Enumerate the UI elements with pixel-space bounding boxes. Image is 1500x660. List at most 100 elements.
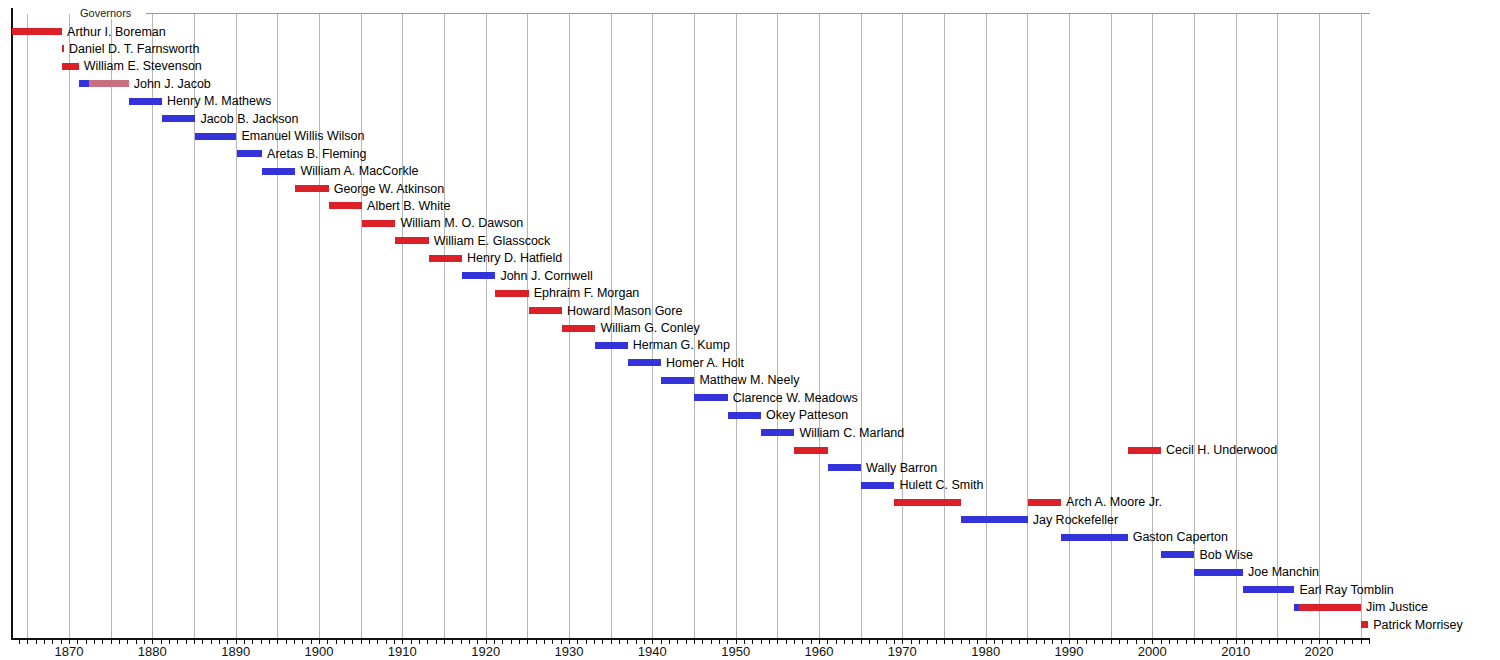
year-tick — [94, 640, 95, 644]
governor-term-bar — [237, 150, 263, 157]
year-tick — [786, 640, 787, 644]
year-gridline — [1069, 14, 1070, 638]
governor-term-bar — [62, 45, 64, 52]
year-tick — [527, 640, 528, 644]
governor-term-bar — [362, 220, 395, 227]
governor-term-bar — [628, 359, 661, 366]
x-axis-year-label: 1980 — [971, 644, 1000, 659]
year-tick — [177, 640, 178, 644]
governor-name-label: Homer A. Holt — [666, 356, 744, 370]
year-tick — [869, 640, 870, 644]
year-tick — [336, 640, 337, 644]
governor-term-bar — [1061, 534, 1128, 541]
year-tick — [211, 640, 212, 644]
year-tick — [344, 640, 345, 644]
year-tick — [361, 640, 362, 644]
governor-name-label: Jay Rockefeller — [1033, 513, 1118, 527]
governors-timeline-chart: Governors Arthur I. BoremanDaniel D. T. … — [0, 0, 1500, 660]
year-tick — [219, 640, 220, 644]
governor-name-label: Henry D. Hatfield — [467, 251, 562, 265]
year-tick — [877, 640, 878, 644]
governor-term-bar — [329, 202, 362, 209]
x-axis-year-label: 2000 — [1138, 644, 1167, 659]
year-gridline — [736, 14, 737, 638]
x-axis-year-label: 2010 — [1221, 644, 1250, 659]
governor-term-bar — [595, 342, 627, 349]
year-gridline — [27, 14, 28, 638]
year-gridline — [1236, 14, 1237, 638]
governor-term-bar — [295, 185, 328, 192]
year-tick — [602, 640, 603, 644]
governor-name-label: Arch A. Moore Jr. — [1066, 495, 1162, 509]
chart-title: Governors — [80, 7, 135, 19]
governor-term-bar — [162, 115, 195, 122]
year-tick — [127, 640, 128, 644]
x-axis-year-label: 1870 — [55, 644, 84, 659]
governor-term-bar — [661, 377, 694, 384]
governor-term-bar — [462, 272, 495, 279]
year-tick — [1252, 640, 1253, 644]
year-tick — [944, 640, 945, 644]
year-tick — [261, 640, 262, 644]
year-tick — [969, 640, 970, 644]
year-gridline — [1361, 14, 1362, 638]
year-gridline — [1277, 14, 1278, 638]
plot-top-line — [146, 13, 1370, 14]
governor-name-label: Herman G. Kump — [633, 338, 730, 352]
year-gridline — [527, 14, 528, 638]
governor-term-bar — [562, 325, 595, 332]
year-tick — [1219, 640, 1220, 644]
year-tick — [1336, 640, 1337, 644]
governor-name-label: Emanuel Willis Wilson — [242, 129, 365, 143]
year-tick — [719, 640, 720, 644]
year-tick — [169, 640, 170, 644]
year-gridline — [152, 14, 153, 638]
year-tick — [286, 640, 287, 644]
year-tick — [619, 640, 620, 644]
governor-term-bar — [761, 429, 794, 436]
year-tick — [627, 640, 628, 644]
year-tick — [194, 640, 195, 644]
governor-name-label: Okey Patteson — [766, 408, 848, 422]
year-tick — [269, 640, 270, 644]
year-tick — [1277, 640, 1278, 644]
year-tick — [386, 640, 387, 644]
governor-term-bar — [694, 394, 727, 401]
year-tick — [711, 640, 712, 644]
year-tick — [802, 640, 803, 644]
year-tick — [252, 640, 253, 644]
x-axis-year-label: 1950 — [721, 644, 750, 659]
year-tick — [19, 640, 20, 644]
year-gridline — [1319, 14, 1320, 638]
year-tick — [202, 640, 203, 644]
year-tick — [369, 640, 370, 644]
x-axis-year-label: 2020 — [1305, 644, 1334, 659]
governor-term-bar — [1361, 621, 1368, 628]
year-tick — [927, 640, 928, 644]
governor-term-bar — [529, 307, 562, 314]
x-axis-year-label: 1920 — [471, 644, 500, 659]
year-tick — [761, 640, 762, 644]
x-axis-year-label: 1990 — [1055, 644, 1084, 659]
year-tick — [1086, 640, 1087, 644]
governor-name-label: Clarence W. Meadows — [733, 391, 858, 405]
year-tick — [752, 640, 753, 644]
year-gridline — [1027, 14, 1028, 638]
governor-term-bar — [1299, 604, 1361, 611]
year-tick — [961, 640, 962, 644]
year-tick — [794, 640, 795, 644]
year-tick — [1344, 640, 1345, 644]
year-tick — [86, 640, 87, 644]
year-tick — [444, 640, 445, 644]
year-tick — [586, 640, 587, 644]
governor-term-bar — [89, 80, 128, 87]
x-axis-year-label: 1960 — [805, 644, 834, 659]
year-gridline — [986, 14, 987, 638]
year-tick — [1286, 640, 1287, 644]
year-tick — [669, 640, 670, 644]
year-tick — [544, 640, 545, 644]
year-tick — [111, 640, 112, 644]
year-tick — [1136, 640, 1137, 644]
governor-term-bar — [1194, 569, 1243, 576]
year-gridline — [486, 14, 487, 638]
